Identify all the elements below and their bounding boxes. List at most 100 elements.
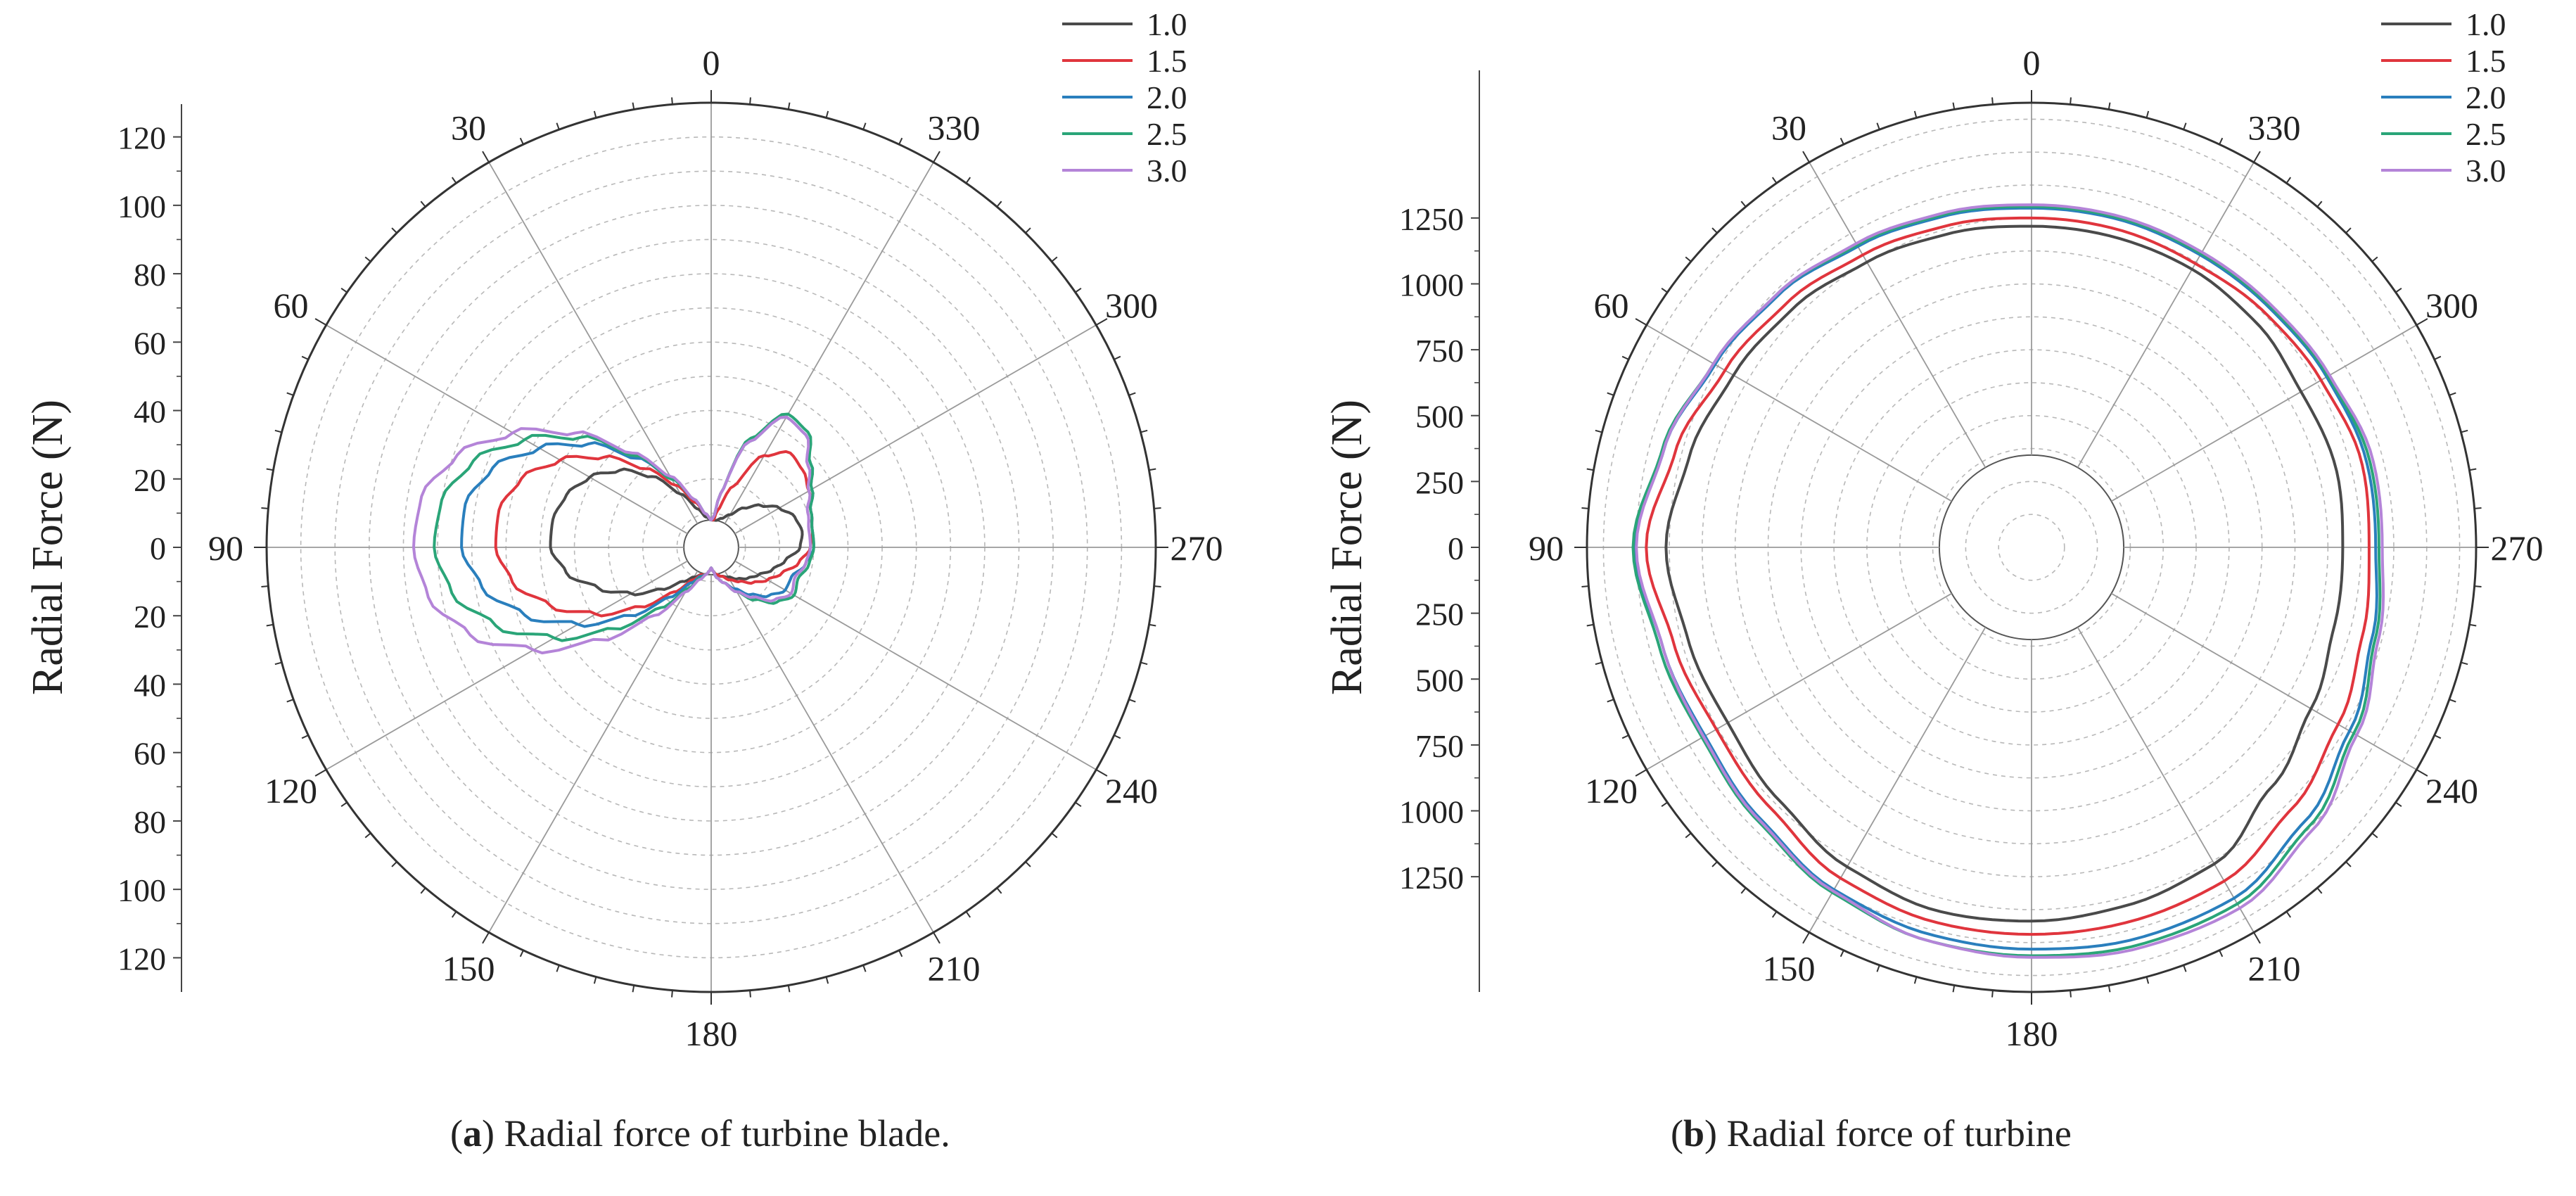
angle-label: 210	[928, 949, 981, 988]
legend-label: 2.0	[2466, 79, 2506, 115]
angle-tick	[2285, 177, 2292, 184]
angle-label: 150	[1763, 949, 1816, 988]
angle-tick	[2469, 623, 2477, 627]
angle-tick	[1839, 950, 1844, 958]
angle-label: 270	[1171, 528, 1223, 568]
angle-tick	[1149, 468, 1156, 471]
angle-tick	[1140, 429, 1148, 433]
angle-label: 30	[451, 108, 486, 147]
legend-label: 3.0	[1147, 153, 1187, 189]
angle-tick	[1913, 110, 1918, 118]
angle-tick	[996, 887, 1002, 894]
angle-tick	[420, 201, 426, 208]
angle-tick	[632, 985, 635, 993]
angle-tick	[1876, 122, 1880, 130]
angle-label: 330	[928, 108, 981, 147]
angle-tick	[593, 976, 597, 984]
angle-tick	[261, 585, 269, 587]
angle-tick	[1771, 911, 1778, 918]
angle-tick	[749, 97, 751, 105]
angle-tick	[2434, 734, 2442, 739]
angle-tick	[2070, 990, 2072, 998]
angle-tick	[2183, 122, 2187, 130]
angle-tick	[2474, 585, 2482, 587]
angle-label: 240	[1105, 771, 1158, 810]
radial-axis-tick-label: 500	[1415, 399, 1464, 435]
radial-axis-tick-label: 750	[1415, 728, 1464, 764]
radial-axis-tick-label: 250	[1415, 464, 1464, 500]
series-line-1-0	[1664, 224, 2345, 923]
angle-tick	[1114, 734, 1121, 739]
angle-label: 0	[703, 43, 720, 82]
angle-label: 300	[1105, 286, 1158, 325]
spoke	[2077, 162, 2255, 468]
angle-tick	[1095, 769, 1108, 777]
angle-tick	[933, 931, 941, 944]
angle-tick	[2416, 769, 2428, 777]
radial-axis-tick-label: 120	[117, 941, 166, 976]
spoke	[2111, 592, 2417, 770]
angle-tick	[1149, 623, 1156, 627]
polar-grid	[1587, 103, 2476, 992]
angle-tick	[933, 151, 941, 163]
angle-tick	[1140, 661, 1148, 666]
radial-axis-tick-label: 60	[134, 325, 166, 361]
radial-axis-tick-label: 40	[134, 667, 166, 703]
angle-tick	[286, 392, 294, 396]
angle-tick	[1586, 468, 1594, 471]
angle-tick	[1802, 151, 1810, 163]
angle-tick	[2371, 256, 2378, 262]
radial-axis-tick-label: 100	[117, 189, 166, 224]
radial-axis-tick-label: 40	[134, 394, 166, 430]
spoke	[326, 324, 688, 535]
angle-tick	[420, 887, 426, 894]
legend-label: 2.0	[1147, 79, 1187, 115]
angle-tick	[1635, 318, 1647, 326]
angle-tick	[1154, 585, 1161, 587]
series-group	[1631, 203, 2385, 959]
angle-tick	[1952, 985, 1956, 993]
angle-tick	[1051, 832, 1058, 839]
angle-tick	[2316, 201, 2323, 208]
angle-tick	[1607, 392, 1614, 396]
angle-label: 180	[2006, 1014, 2058, 1053]
spoke	[724, 162, 934, 524]
angle-label: 90	[208, 528, 243, 568]
radial-axis-tick-label: 1250	[1399, 201, 1464, 237]
angle-tick	[1621, 734, 1629, 739]
angle-tick	[593, 110, 597, 118]
angle-tick	[2108, 985, 2111, 993]
grid-ring	[1965, 481, 2098, 614]
angle-tick	[1711, 227, 1718, 234]
radial-axis: 1250 1000 750 500 250 0 250 500 750 1000 1250	[1399, 70, 1480, 992]
series-line-3-0	[412, 415, 812, 655]
angle-tick	[749, 990, 751, 998]
angle-tick	[898, 137, 903, 145]
angle-tick	[1581, 585, 1589, 587]
caption-b: (b) Radial force of turbine	[1671, 1112, 2072, 1154]
angle-tick	[286, 699, 294, 703]
caption-a-label: a	[462, 1112, 482, 1154]
angle-tick	[274, 661, 282, 666]
radial-axis: 120 100 80 60 40 20 0 20 40 60 80 100 120	[117, 104, 182, 992]
series-line-3-0	[1635, 203, 2385, 959]
grid-ring	[1998, 514, 2065, 581]
angle-tick	[2253, 931, 2261, 944]
radial-axis-tick-label: 1000	[1399, 267, 1464, 303]
angle-tick	[1075, 287, 1082, 293]
angle-tick	[2449, 392, 2456, 396]
caption-a-text: Radial force of turbine blade.	[504, 1112, 950, 1154]
angle-tick	[314, 318, 327, 326]
angle-tick	[862, 965, 867, 972]
spoke	[1646, 324, 1952, 502]
spoke	[1809, 627, 1987, 933]
angle-label: 150	[442, 949, 495, 988]
angle-tick	[2469, 468, 2477, 471]
angle-tick	[1802, 931, 1810, 944]
angle-tick	[2395, 801, 2402, 808]
angle-tick	[391, 227, 397, 234]
angle-tick	[2345, 861, 2352, 867]
grid-ring	[1932, 447, 2131, 647]
angle-tick	[556, 965, 560, 972]
